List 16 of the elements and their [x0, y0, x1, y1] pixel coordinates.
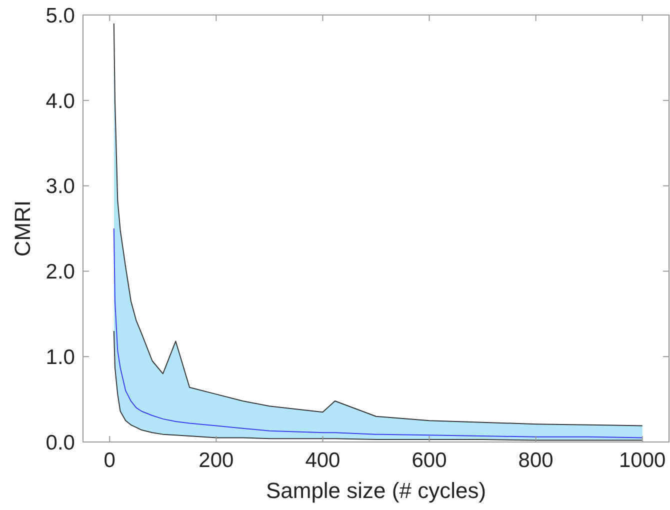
y-tick-label: 2.0: [46, 260, 75, 284]
y-tick-label: 0.0: [46, 431, 75, 454]
x-tick-label: 200: [198, 449, 234, 472]
x-axis-title: Sample size (# cycles): [266, 478, 486, 503]
line-series: [113, 330, 643, 441]
x-tick-label: 400: [305, 449, 340, 472]
x-tick-label: 800: [518, 449, 554, 472]
y-tick-label: 5.0: [46, 4, 75, 28]
y-tick-label: 4.0: [46, 90, 75, 113]
y-tick-label: 1.0: [46, 346, 75, 369]
x-tick-label: 0: [104, 449, 116, 472]
line-series: [113, 228, 643, 438]
y-axis-title: CMRI: [10, 200, 35, 257]
y-tick-label: 3.0: [46, 175, 75, 198]
x-tick-label: 1000: [619, 449, 666, 472]
x-tick-label: 600: [412, 449, 447, 472]
